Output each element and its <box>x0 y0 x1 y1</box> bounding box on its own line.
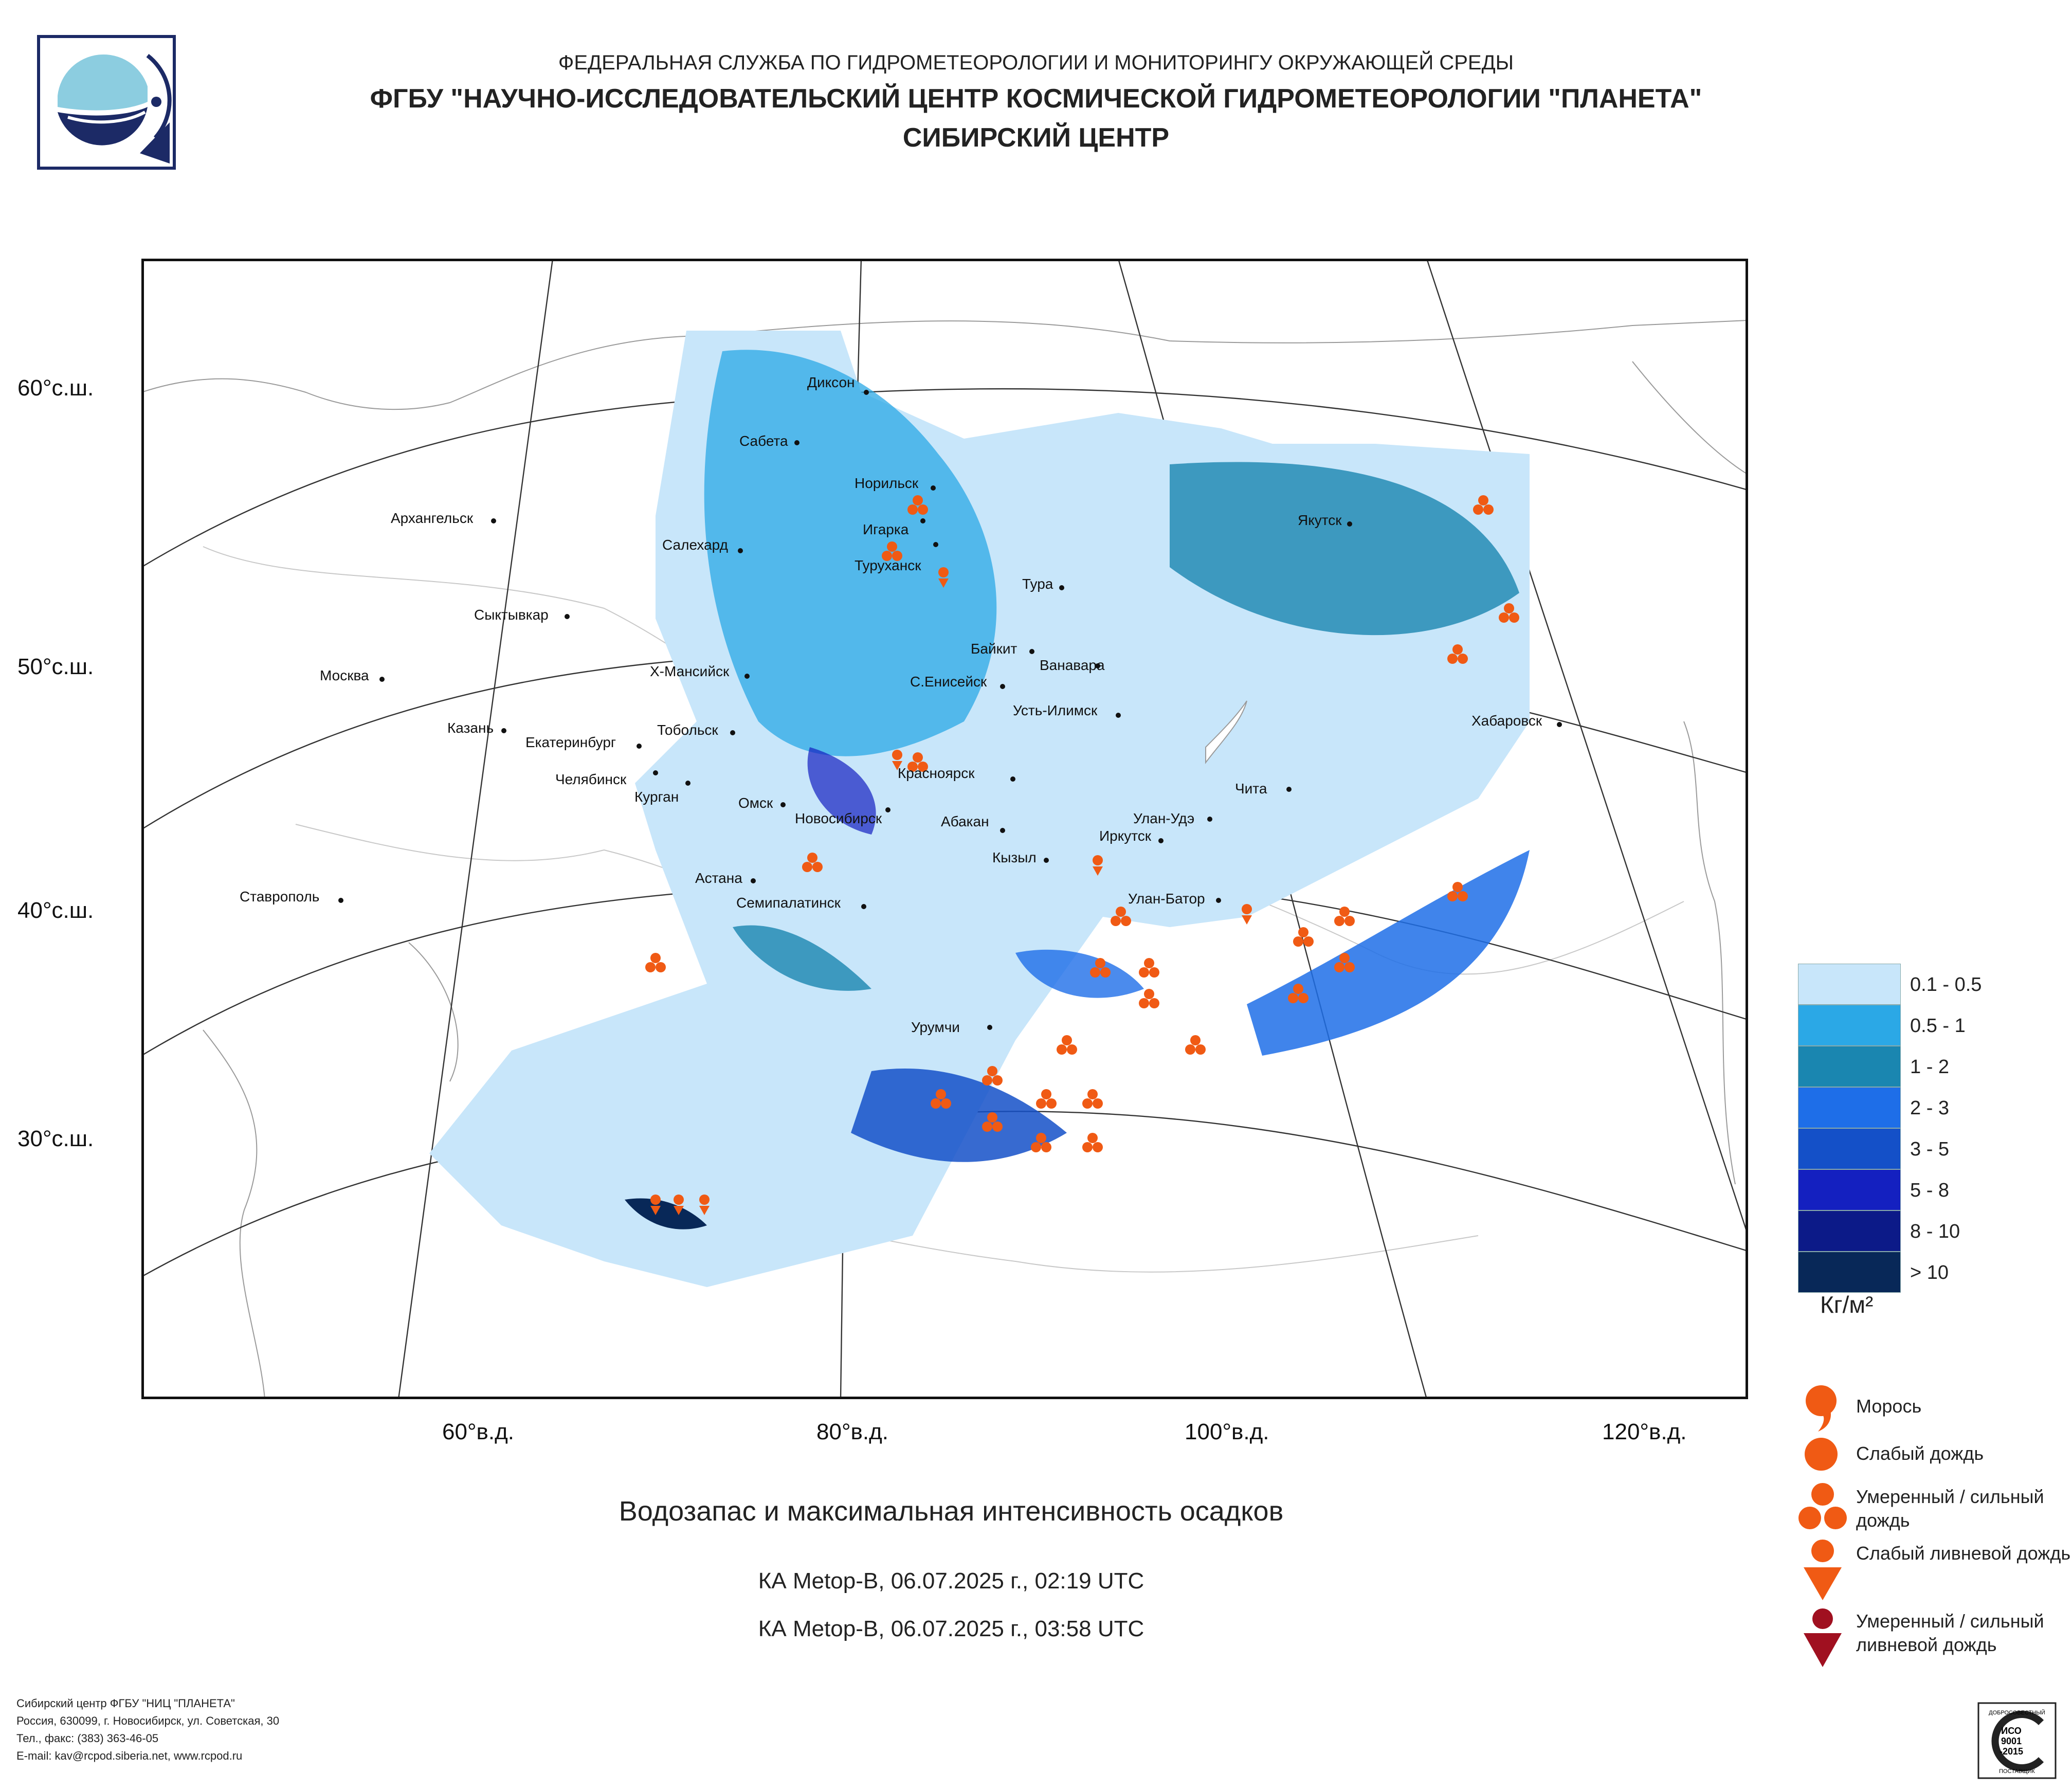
lon-label: 100°в.д. <box>1185 1419 1269 1444</box>
lake-baikal <box>1205 700 1247 764</box>
legend-label: 5 - 8 <box>1910 1180 1950 1201</box>
lon-label: 60°в.д. <box>442 1419 515 1444</box>
legend-label: 1 - 2 <box>1910 1056 1950 1078</box>
precipitation-symbols <box>645 495 1519 1215</box>
symbol-label: Морось <box>1856 1396 1922 1417</box>
legend-swatch <box>1798 1128 1901 1169</box>
symbol-label: Умеренный / сильный дождь <box>1856 1486 2044 1531</box>
map-caption: Водозапас и максимальная интенсивность о… <box>619 1496 1284 1527</box>
legend-label: 2 - 3 <box>1910 1097 1950 1119</box>
satellite-pass: КА Metop-B, 06.07.2025 г., 03:58 UTC <box>758 1616 1144 1641</box>
legend-label: 0.1 - 0.5 <box>1910 974 1982 996</box>
header-center: ФГБУ "НАУЧНО-ИССЛЕДОВАТЕЛЬСКИЙ ЦЕНТР КОС… <box>370 84 1702 114</box>
footer-line: Россия, 630099, г. Новосибирск, ул. Сове… <box>16 1714 280 1727</box>
legend-swatch <box>1798 1087 1901 1128</box>
footer-line: Сибирский центр ФГБУ "НИЦ "ПЛАНЕТА" <box>16 1697 235 1710</box>
legend-swatch <box>1798 1169 1901 1210</box>
iso-mid3: -2015 <box>2000 1746 2023 1757</box>
satellite-pass: КА Metop-B, 06.07.2025 г., 02:19 UTC <box>758 1568 1144 1594</box>
legend-item: 3 - 5 <box>1798 1128 1949 1169</box>
legend-label: > 10 <box>1910 1262 1949 1283</box>
precipitation-fields <box>429 331 1530 1287</box>
lon-label: 120°в.д. <box>1602 1419 1687 1444</box>
legend-item: 2 - 3 <box>1798 1087 1949 1128</box>
lat-label: 30°с.ш. <box>17 1126 94 1151</box>
iso-mid1: ИСО <box>2001 1726 2022 1736</box>
legend-label: 8 - 10 <box>1910 1221 1960 1242</box>
drizzle-icon <box>1806 1385 1837 1432</box>
legend-swatch <box>1798 1005 1901 1046</box>
precipitation-map <box>141 259 1748 1399</box>
lat-label: 50°с.ш. <box>17 654 94 679</box>
lon-label: 80°в.д. <box>816 1419 889 1444</box>
heavy-rain-icon <box>1798 1483 1847 1529</box>
iso-bottom: ПОСТАВЩИК <box>1999 1768 2035 1775</box>
symbol-label: Умеренный / сильный ливневой дождь <box>1856 1611 2044 1655</box>
iso-top: ДОБРОСОВЕСТНЫЙ <box>1989 1709 2045 1716</box>
footer-contacts: Сибирский центр ФГБУ "НИЦ "ПЛАНЕТА" Росс… <box>16 1695 279 1765</box>
legend-item: 0.1 - 0.5 <box>1798 964 1982 1005</box>
footer-line: E-mail: kav@rcpod.siberia.net, www.rcpod… <box>16 1749 243 1762</box>
header-agency: ФЕДЕРАЛЬНАЯ СЛУЖБА ПО ГИДРОМЕТЕОРОЛОГИИ … <box>558 51 1514 74</box>
iso-badge: ДОБРОСОВЕСТНЫЙ ИСО 9001 -2015 ПОСТАВЩИК <box>1977 1702 2057 1779</box>
legend-swatch <box>1798 1046 1901 1087</box>
legend-label: 0.5 - 1 <box>1910 1015 1966 1037</box>
iso-mid2: 9001 <box>2001 1736 2022 1746</box>
symbol-label: Слабый дождь <box>1856 1443 1984 1464</box>
legend-swatch <box>1798 1210 1901 1252</box>
legend-item: 5 - 8 <box>1798 1169 1949 1210</box>
symbol-label: Слабый ливневой дождь <box>1856 1543 2071 1564</box>
light-shower-icon <box>1804 1540 1842 1600</box>
map-frame <box>141 259 1748 1399</box>
lat-label: 40°с.ш. <box>17 898 94 923</box>
legend-item: > 10 <box>1798 1252 1949 1293</box>
legend-swatch <box>1798 1252 1901 1293</box>
header-branch: СИБИРСКИЙ ЦЕНТР <box>902 123 1170 153</box>
light-rain-icon <box>1805 1438 1838 1471</box>
heavy-shower-icon <box>1804 1608 1842 1667</box>
legend-item: 8 - 10 <box>1798 1210 1960 1252</box>
legend-units: Кг/м² <box>1820 1291 1874 1318</box>
legend-swatch <box>1798 964 1901 1005</box>
lat-label: 60°с.ш. <box>17 375 94 401</box>
legend-label: 3 - 5 <box>1910 1138 1950 1160</box>
legend-item: 1 - 2 <box>1798 1046 1949 1087</box>
planeta-logo <box>37 35 176 170</box>
footer-line: Тел., факс: (383) 363-46-05 <box>16 1732 159 1745</box>
city-dots <box>338 390 1562 1030</box>
legend-item: 0.5 - 1 <box>1798 1005 1966 1046</box>
